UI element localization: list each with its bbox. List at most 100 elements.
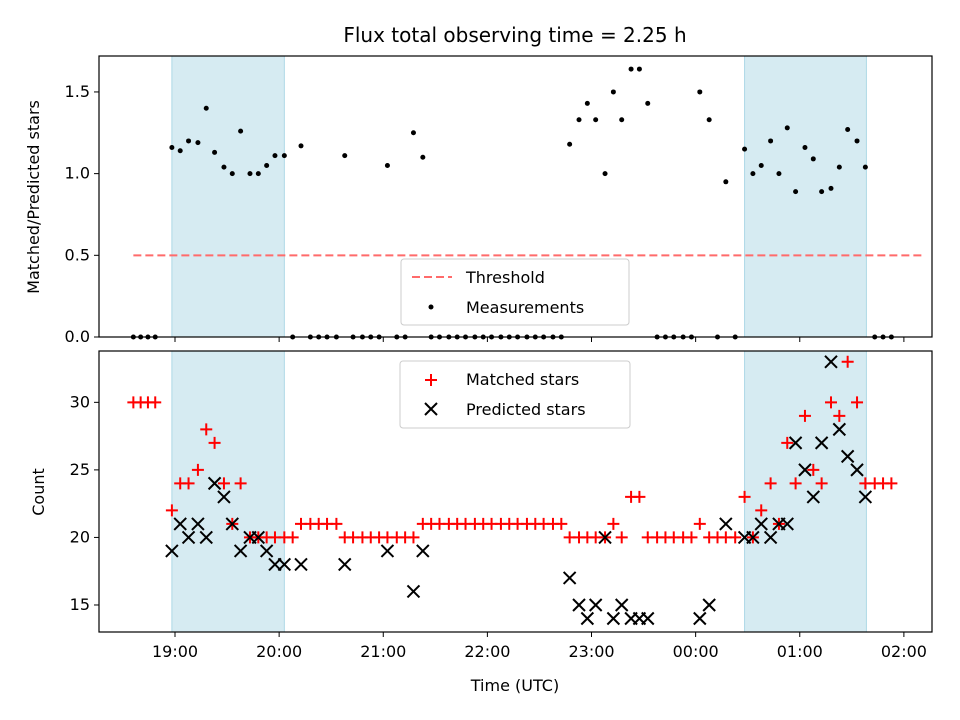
matched-star-points: [127, 355, 898, 544]
measurement-point: [697, 89, 703, 95]
bottom-y-axis-ticks: 15 20 25 30: [70, 392, 99, 614]
measurement-point: [793, 189, 799, 195]
measurement-point: [802, 144, 808, 150]
bottom-x-tick-label: 20:00: [256, 642, 302, 661]
top-y-tick-label: 1.5: [65, 82, 90, 101]
predicted-star-point: [788, 436, 803, 450]
count-panel: 15 20 25 30 19:00 20:00 21:00 22:00 23:00 00:00 0…: [29, 350, 933, 695]
top-observing-window-0: [171, 55, 285, 338]
bottom-plot-frame: [98, 350, 933, 633]
measurement-point: [828, 185, 834, 191]
measurement-point: [169, 144, 175, 150]
predicted-star-point: [251, 530, 266, 545]
measurement-point: [619, 117, 625, 123]
matched-star-point: [885, 477, 898, 490]
measurement-point: [610, 89, 616, 95]
top-observing-windows: [171, 55, 867, 338]
bottom-x-tick-label: 22:00: [464, 642, 510, 661]
matched-star-point: [208, 436, 221, 449]
predicted-star-point: [588, 598, 603, 612]
predicted-star-point: [380, 544, 395, 558]
measurement-point: [342, 153, 348, 159]
bottom-y-tick-label: 30: [70, 392, 90, 411]
measurement-point: [645, 100, 651, 106]
matched-star-point: [407, 531, 420, 544]
predicted-star-point: [225, 517, 239, 531]
bottom-legend: Matched stars Predicted stars: [399, 360, 631, 429]
predicted-star-point: [780, 517, 794, 531]
measurement-point: [784, 125, 790, 131]
predicted-star-point: [806, 490, 821, 504]
predicted-star-point: [572, 598, 586, 612]
matched-star-point: [755, 504, 768, 517]
matched-star-point: [330, 517, 343, 530]
top-plot-frame: [98, 55, 933, 338]
measurement-point: [750, 171, 756, 177]
measurement-point: [758, 162, 764, 168]
top-legend-measurements-swatch: [428, 304, 434, 310]
measurement-point: [810, 156, 816, 162]
bottom-x-tick-label: 00:00: [673, 642, 719, 661]
measurement-point: [723, 179, 729, 185]
matched-star-point: [824, 396, 837, 409]
predicted-star-point: [763, 530, 778, 545]
measurement-points: [130, 66, 894, 340]
matched-star-point: [217, 477, 230, 490]
predicted-star-point: [798, 463, 812, 477]
matched-star-point: [764, 477, 777, 490]
predicted-star-point: [824, 355, 838, 369]
matched-star-point: [191, 463, 204, 476]
predicted-star-point: [165, 544, 179, 558]
predicted-star-point: [562, 571, 577, 585]
measurement-point: [229, 171, 235, 177]
top-legend-threshold-label: Threshold: [465, 268, 545, 287]
predicted-star-point: [416, 544, 430, 558]
bottom-x-tick-label: 01:00: [777, 642, 823, 661]
bottom-legend-box: [399, 360, 631, 429]
predicted-star-point: [814, 436, 829, 450]
predicted-star-point: [338, 557, 352, 572]
predicted-star-points: [165, 355, 873, 626]
measurement-point: [862, 164, 868, 170]
matched-star-point: [693, 517, 706, 530]
predicted-star-point: [580, 611, 595, 626]
predicted-star-point: [207, 476, 222, 491]
measurement-point: [628, 66, 634, 72]
measurement-point: [576, 117, 582, 123]
measurement-point: [238, 128, 244, 134]
measurement-point: [706, 117, 712, 123]
predicted-star-point: [832, 422, 847, 437]
measurement-point: [281, 153, 287, 159]
predicted-star-point: [615, 598, 629, 612]
matched-star-point: [851, 396, 864, 409]
bottom-y-tick-label: 15: [70, 595, 90, 614]
matched-star-point: [555, 517, 568, 530]
measurement-point: [584, 100, 590, 106]
measurement-point: [602, 171, 608, 177]
measurement-point: [836, 164, 842, 170]
matched-star-point: [165, 504, 178, 517]
top-y-tick-label: 1.0: [65, 164, 90, 183]
matched-star-point: [841, 355, 854, 368]
measurement-point: [636, 66, 642, 72]
predicted-star-point: [191, 517, 205, 531]
bottom-x-tick-label: 23:00: [568, 642, 614, 661]
measurement-point: [776, 171, 782, 177]
matched-star-point: [789, 477, 802, 490]
measurement-point: [819, 189, 825, 195]
predicted-star-point: [606, 611, 621, 626]
measurement-point: [272, 153, 278, 159]
measurement-point: [177, 148, 183, 154]
ratio-panel: 0.0 0.5 1.0 1.5 Matched/Predicted stars Thr…: [24, 55, 933, 346]
bottom-x-tick-label: 02:00: [881, 642, 927, 661]
matched-star-point: [149, 396, 162, 409]
top-y-tick-label: 0.0: [65, 327, 90, 346]
measurement-point: [264, 162, 270, 168]
matched-star-point: [798, 409, 811, 422]
matched-star-point: [234, 477, 247, 490]
measurement-point: [567, 141, 573, 147]
measurement-point: [845, 127, 851, 133]
predicted-star-point: [277, 557, 292, 572]
bottom-legend-predicted-swatch: [424, 402, 438, 416]
